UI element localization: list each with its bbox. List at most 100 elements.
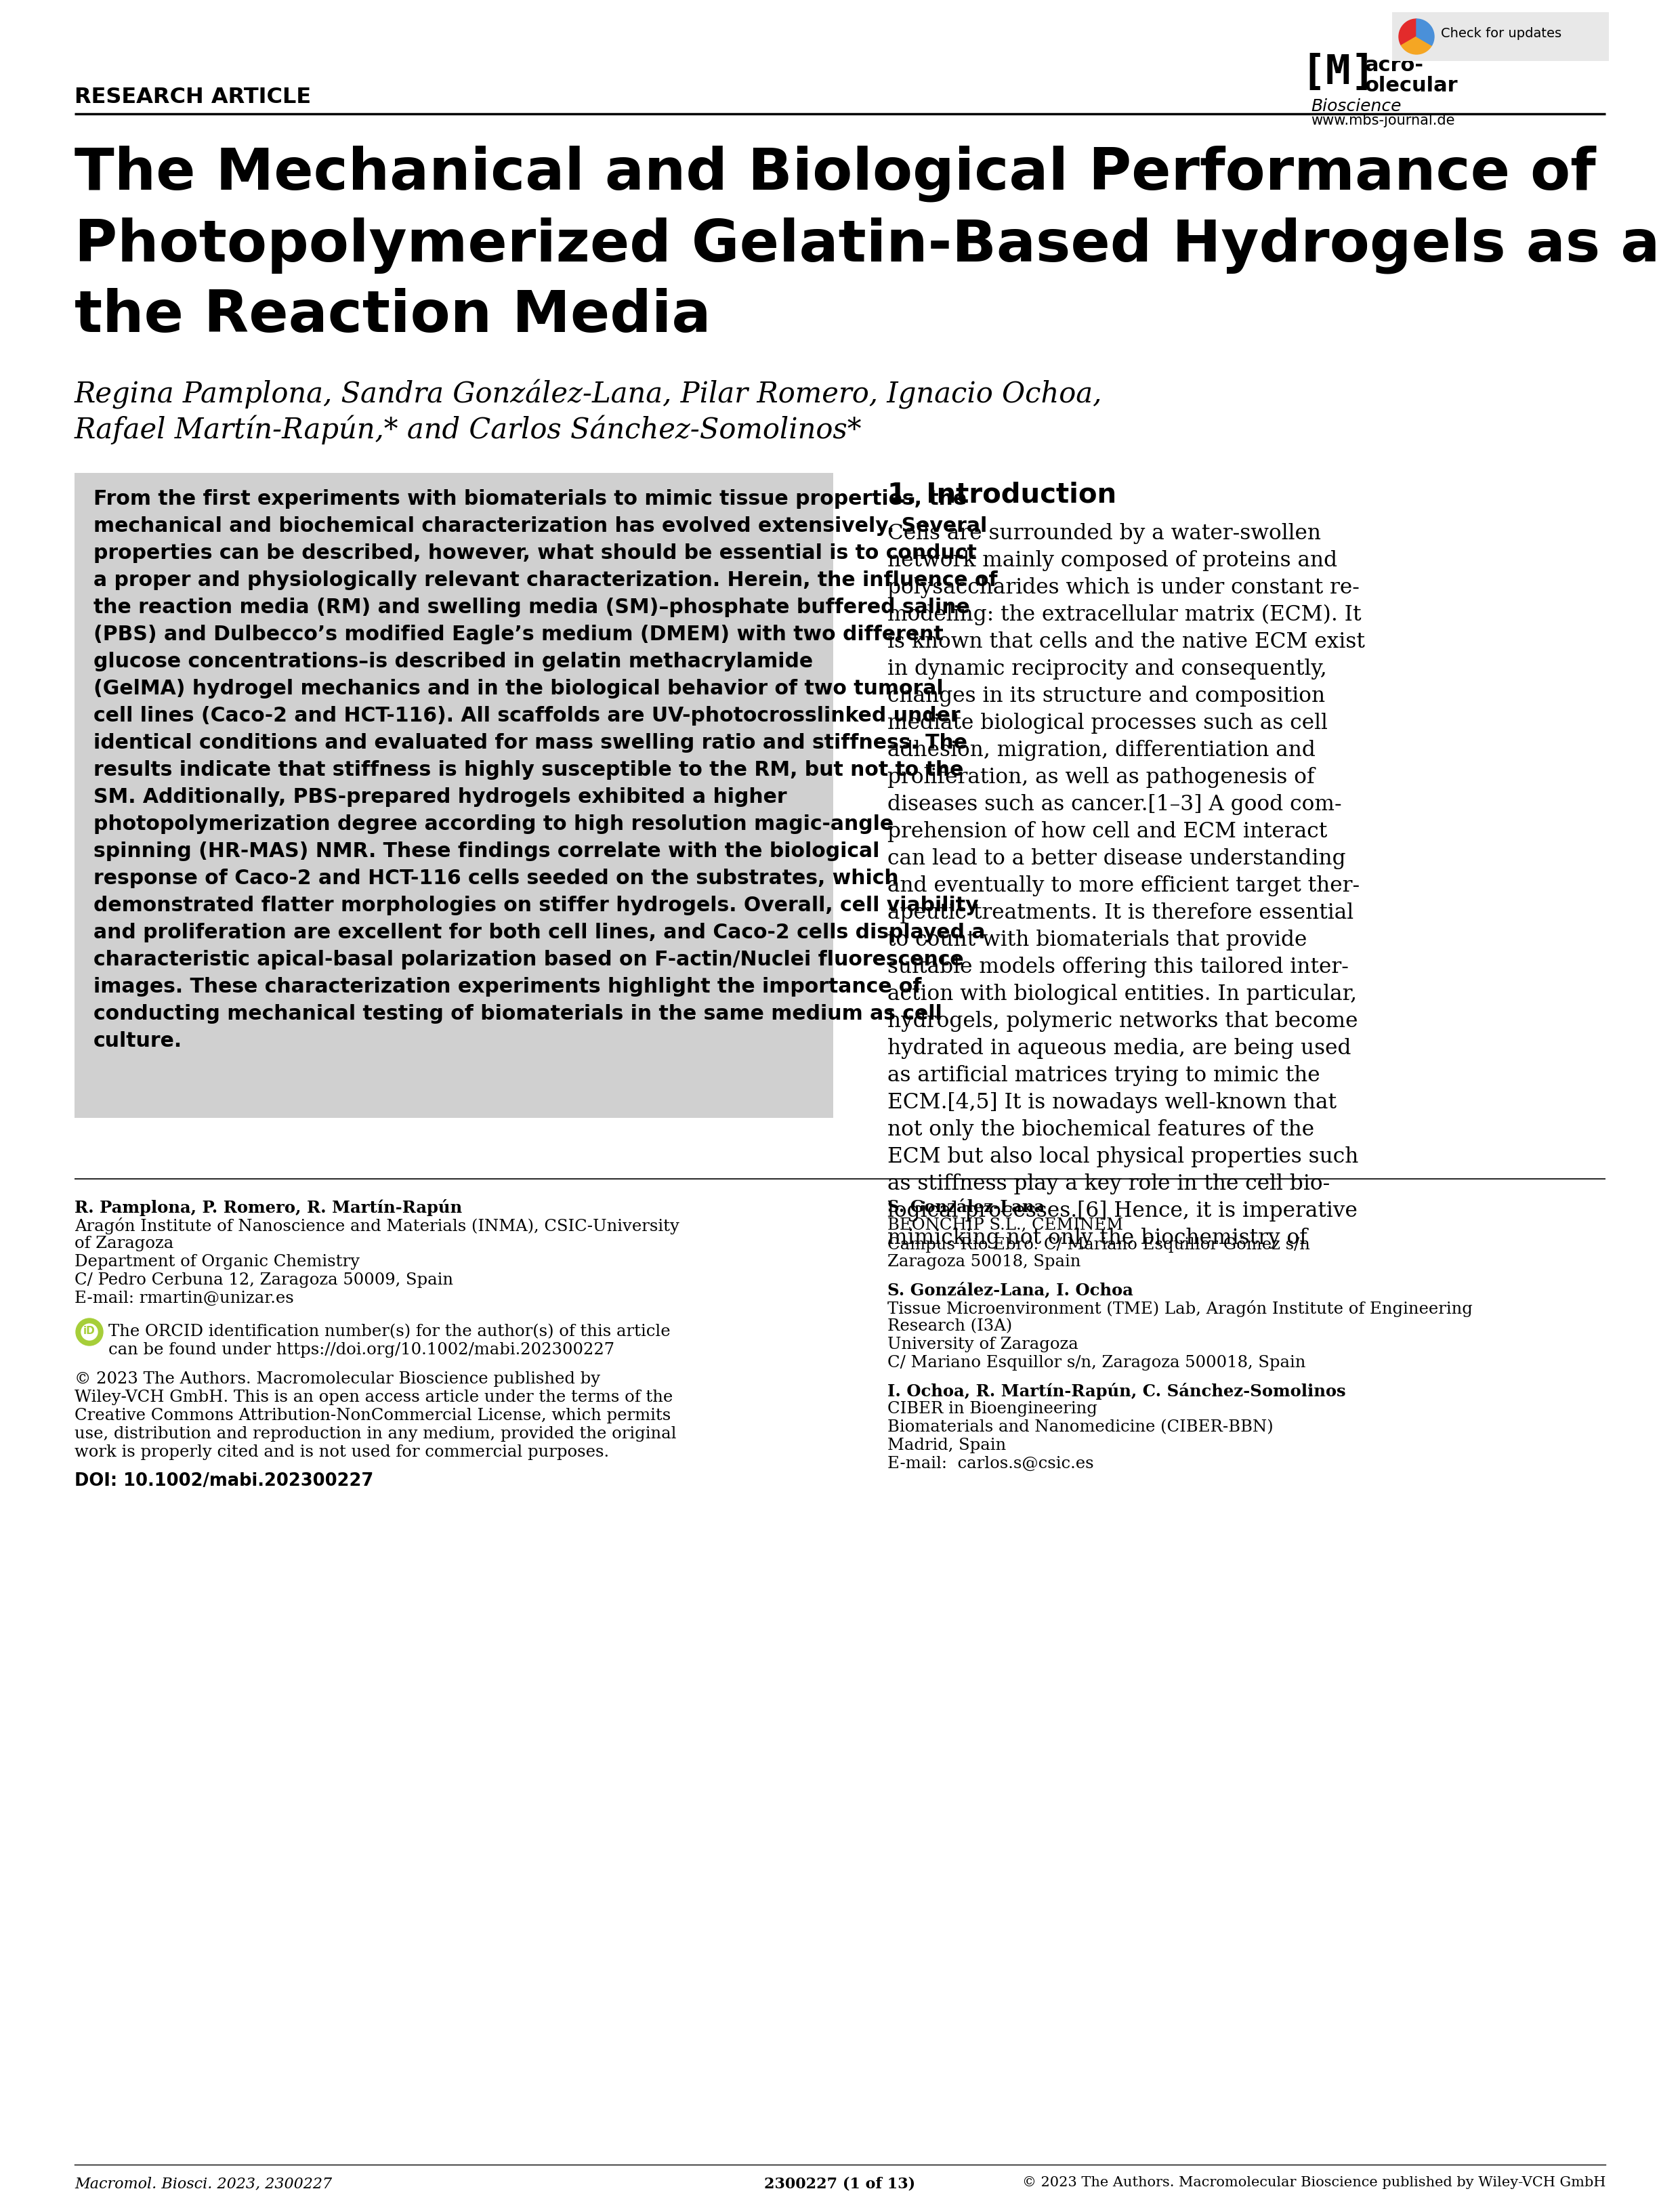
Text: Regina Pamplona, Sandra González-Lana, Pilar Romero, Ignacio Ochoa,: Regina Pamplona, Sandra González-Lana, P…	[74, 380, 1102, 408]
Text: characteristic apical-basal polarization based on F-actin/Nuclei fluorescence: characteristic apical-basal polarization…	[94, 949, 964, 969]
Text: response of Caco-2 and HCT-116 cells seeded on the substrates, which: response of Caco-2 and HCT-116 cells see…	[94, 868, 899, 888]
Circle shape	[76, 1318, 102, 1345]
Text: ECM but also local physical properties such: ECM but also local physical properties s…	[887, 1146, 1359, 1168]
Text: Bioscience: Bioscience	[1310, 97, 1401, 115]
Text: Biomaterials and Nanomedicine (CIBER-BBN): Biomaterials and Nanomedicine (CIBER-BBN…	[887, 1420, 1273, 1435]
Text: to count with biomaterials that provide: to count with biomaterials that provide	[887, 930, 1307, 952]
Text: Cells are surrounded by a water-swollen: Cells are surrounded by a water-swollen	[887, 523, 1320, 543]
Text: Rafael Martín-Rapún,* and Carlos Sánchez-Somolinos*: Rafael Martín-Rapún,* and Carlos Sánchez…	[74, 415, 862, 444]
Text: Macromol. Biosci. 2023, 2300227: Macromol. Biosci. 2023, 2300227	[74, 2177, 333, 2190]
Text: (PBS) and Dulbecco’s modified Eagle’s medium (DMEM) with two different: (PBS) and Dulbecco’s modified Eagle’s me…	[94, 625, 944, 645]
Text: can lead to a better disease understanding: can lead to a better disease understandi…	[887, 848, 1346, 870]
Text: C/ Pedro Cerbuna 12, Zaragoza 50009, Spain: C/ Pedro Cerbuna 12, Zaragoza 50009, Spa…	[74, 1272, 454, 1287]
Text: changes in its structure and composition: changes in its structure and composition	[887, 687, 1326, 707]
Text: Tissue Microenvironment (TME) Lab, Aragón Institute of Engineering: Tissue Microenvironment (TME) Lab, Aragó…	[887, 1301, 1473, 1318]
Text: use, distribution and reproduction in any medium, provided the original: use, distribution and reproduction in an…	[74, 1426, 677, 1442]
Text: images. These characterization experiments highlight the importance of: images. These characterization experimen…	[94, 976, 922, 996]
Text: C/ Mariano Esquillor s/n, Zaragoza 500018, Spain: C/ Mariano Esquillor s/n, Zaragoza 50001…	[887, 1356, 1305, 1371]
Text: Department of Organic Chemistry: Department of Organic Chemistry	[74, 1254, 360, 1270]
Text: demonstrated flatter morphologies on stiffer hydrogels. Overall, cell viability: demonstrated flatter morphologies on sti…	[94, 896, 978, 916]
Text: and eventually to more efficient target ther-: and eventually to more efficient target …	[887, 874, 1359, 896]
Text: I. Ochoa, R. Martín-Rapún, C. Sánchez-Somolinos: I. Ochoa, R. Martín-Rapún, C. Sánchez-So…	[887, 1382, 1346, 1400]
Text: can be found under https://doi.org/10.1002/mabi.202300227: can be found under https://doi.org/10.10…	[109, 1342, 615, 1358]
Text: © 2023 The Authors. Macromolecular Bioscience published by: © 2023 The Authors. Macromolecular Biosc…	[74, 1371, 600, 1387]
Text: mimicking not only the biochemistry of: mimicking not only the biochemistry of	[887, 1228, 1307, 1250]
Text: spinning (HR-MAS) NMR. These findings correlate with the biological: spinning (HR-MAS) NMR. These findings co…	[94, 841, 880, 861]
Text: apeutic treatments. It is therefore essential: apeutic treatments. It is therefore esse…	[887, 903, 1354, 923]
Text: The Mechanical and Biological Performance of: The Mechanical and Biological Performanc…	[74, 146, 1596, 203]
Text: mediate biological processes such as cell: mediate biological processes such as cel…	[887, 713, 1327, 733]
Text: Zaragoza 50018, Spain: Zaragoza 50018, Spain	[887, 1254, 1080, 1270]
Text: and proliferation are excellent for both cell lines, and Caco-2 cells displayed : and proliferation are excellent for both…	[94, 923, 984, 943]
Text: SM. Additionally, PBS-prepared hydrogels exhibited a higher: SM. Additionally, PBS-prepared hydrogels…	[94, 788, 786, 806]
Text: hydrated in aqueous media, are being used: hydrated in aqueous media, are being use…	[887, 1038, 1351, 1060]
Text: as artificial matrices trying to mimic the: as artificial matrices trying to mimic t…	[887, 1064, 1320, 1086]
Text: Aragón Institute of Nanoscience and Materials (INMA), CSIC-University: Aragón Institute of Nanoscience and Mate…	[74, 1217, 679, 1234]
Text: S. González-Lana: S. González-Lana	[887, 1199, 1045, 1214]
Text: Check for updates: Check for updates	[1441, 26, 1561, 40]
Text: BEONCHIP S.L., CEMINEM: BEONCHIP S.L., CEMINEM	[887, 1217, 1124, 1232]
Text: DOI: 10.1002/mabi.202300227: DOI: 10.1002/mabi.202300227	[74, 1473, 373, 1490]
Text: the Reaction Media: the Reaction Media	[74, 287, 711, 344]
Text: hydrogels, polymeric networks that become: hydrogels, polymeric networks that becom…	[887, 1011, 1357, 1031]
Bar	[74, 473, 833, 1117]
Text: suitable models offering this tailored inter-: suitable models offering this tailored i…	[887, 956, 1349, 978]
Text: work is properly cited and is not used for commercial purposes.: work is properly cited and is not used f…	[74, 1444, 610, 1459]
Text: results indicate that stiffness is highly susceptible to the RM, but not to the: results indicate that stiffness is highl…	[94, 760, 964, 779]
Text: identical conditions and evaluated for mass swelling ratio and stiffness. The: identical conditions and evaluated for m…	[94, 733, 968, 753]
Text: a proper and physiologically relevant characterization. Herein, the influence of: a proper and physiologically relevant ch…	[94, 570, 998, 590]
Text: S. González-Lana, I. Ochoa: S. González-Lana, I. Ochoa	[887, 1283, 1132, 1298]
Text: olecular: olecular	[1364, 75, 1458, 95]
Circle shape	[81, 1325, 97, 1340]
Text: Madrid, Spain: Madrid, Spain	[887, 1437, 1006, 1453]
Text: Creative Commons Attribution-NonCommercial License, which permits: Creative Commons Attribution-NonCommerci…	[74, 1409, 670, 1424]
Text: in dynamic reciprocity and consequently,: in dynamic reciprocity and consequently,	[887, 658, 1327, 680]
Text: photopolymerization degree according to high resolution magic-angle: photopolymerization degree according to …	[94, 815, 894, 835]
Text: conducting mechanical testing of biomaterials in the same medium as cell: conducting mechanical testing of biomate…	[94, 1005, 942, 1025]
Text: [M]: [M]	[1300, 53, 1376, 93]
Text: CIBER in Bioengineering: CIBER in Bioengineering	[887, 1402, 1097, 1418]
Wedge shape	[1401, 38, 1431, 55]
Text: 1. Introduction: 1. Introduction	[887, 481, 1117, 508]
Text: polysaccharides which is under constant re-: polysaccharides which is under constant …	[887, 576, 1359, 598]
Text: network mainly composed of proteins and: network mainly composed of proteins and	[887, 550, 1337, 572]
Text: cell lines (Caco-2 and HCT-116). All scaffolds are UV-photocrosslinked under: cell lines (Caco-2 and HCT-116). All sca…	[94, 707, 961, 726]
Text: © 2023 The Authors. Macromolecular Bioscience published by Wiley-VCH GmbH: © 2023 The Authors. Macromolecular Biosc…	[1021, 2177, 1606, 2188]
Text: is known that cells and the native ECM exist: is known that cells and the native ECM e…	[887, 631, 1364, 651]
Text: Campus Río Ebro. C/ Mariano Esquillor Gómez s/n: Campus Río Ebro. C/ Mariano Esquillor Gó…	[887, 1236, 1310, 1252]
Text: RESEARCH ARTICLE: RESEARCH ARTICLE	[74, 86, 311, 108]
Text: Research (I3A): Research (I3A)	[887, 1318, 1011, 1334]
Text: www.mbs-journal.de: www.mbs-journal.de	[1310, 115, 1455, 128]
Text: ECM.[4,5] It is nowadays well-known that: ECM.[4,5] It is nowadays well-known that	[887, 1093, 1337, 1113]
Text: properties can be described, however, what should be essential is to conduct: properties can be described, however, wh…	[94, 543, 976, 563]
Text: The ORCID identification number(s) for the author(s) of this article: The ORCID identification number(s) for t…	[109, 1325, 670, 1340]
Text: diseases such as cancer.[1–3] A good com-: diseases such as cancer.[1–3] A good com…	[887, 795, 1342, 815]
Text: prehension of how cell and ECM interact: prehension of how cell and ECM interact	[887, 821, 1327, 841]
Text: iD: iD	[84, 1325, 96, 1336]
Text: adhesion, migration, differentiation and: adhesion, migration, differentiation and	[887, 740, 1315, 762]
Text: Photopolymerized Gelatin-Based Hydrogels as a Function of: Photopolymerized Gelatin-Based Hydrogels…	[74, 216, 1680, 274]
Wedge shape	[1399, 20, 1416, 46]
Text: the reaction media (RM) and swelling media (SM)–phosphate buffered saline: the reaction media (RM) and swelling med…	[94, 598, 969, 618]
Text: culture.: culture.	[94, 1031, 183, 1051]
Text: of Zaragoza: of Zaragoza	[74, 1236, 173, 1252]
Text: acro-: acro-	[1364, 55, 1425, 75]
Text: E-mail: rmartin@unizar.es: E-mail: rmartin@unizar.es	[74, 1292, 294, 1307]
Text: action with biological entities. In particular,: action with biological entities. In part…	[887, 985, 1357, 1005]
Text: From the first experiments with biomaterials to mimic tissue properties, the: From the first experiments with biomater…	[94, 490, 966, 508]
Text: University of Zaragoza: University of Zaragoza	[887, 1336, 1079, 1351]
Bar	[1393, 13, 1609, 62]
Text: (GelMA) hydrogel mechanics and in the biological behavior of two tumoral: (GelMA) hydrogel mechanics and in the bi…	[94, 678, 944, 698]
Text: 2300227 (1 of 13): 2300227 (1 of 13)	[764, 2177, 916, 2190]
Wedge shape	[1416, 20, 1435, 46]
Text: proliferation, as well as pathogenesis of: proliferation, as well as pathogenesis o…	[887, 766, 1315, 788]
Text: mechanical and biochemical characterization has evolved extensively. Several: mechanical and biochemical characterizat…	[94, 517, 988, 537]
Text: R. Pamplona, P. Romero, R. Martín-Rapún: R. Pamplona, P. Romero, R. Martín-Rapún	[74, 1199, 462, 1217]
Text: Wiley-VCH GmbH. This is an open access article under the terms of the: Wiley-VCH GmbH. This is an open access a…	[74, 1389, 674, 1404]
Text: modeling: the extracellular matrix (ECM). It: modeling: the extracellular matrix (ECM)…	[887, 605, 1361, 625]
Text: logical processes.[6] Hence, it is imperative: logical processes.[6] Hence, it is imper…	[887, 1201, 1357, 1221]
Text: as stiffness play a key role in the cell bio-: as stiffness play a key role in the cell…	[887, 1172, 1331, 1195]
Text: glucose concentrations–is described in gelatin methacrylamide: glucose concentrations–is described in g…	[94, 651, 813, 671]
Text: not only the biochemical features of the: not only the biochemical features of the	[887, 1119, 1314, 1139]
Text: E-mail:  carlos.s@csic.es: E-mail: carlos.s@csic.es	[887, 1455, 1094, 1471]
